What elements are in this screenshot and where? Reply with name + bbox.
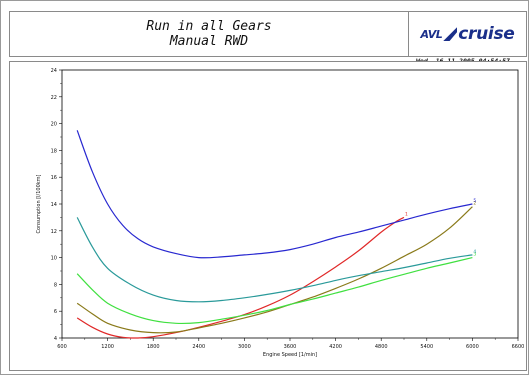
x-tick-label: 6000 (466, 344, 479, 350)
x-tick-label: 3000 (238, 344, 251, 350)
title-box: Run in all Gears Manual RWD (10, 12, 409, 56)
y-tick-label: 6 (54, 309, 57, 315)
consumption-chart: 600 1200 1800 2400 3000 3600 4200 4800 5400 6000 6… (36, 68, 525, 358)
series-line-gear-5 (76, 130, 473, 259)
x-tick-label: 4200 (329, 344, 342, 350)
x-tick-label: 5400 (420, 344, 433, 350)
x-tick-label: 2400 (192, 344, 205, 350)
x-tick-label: 4800 (375, 344, 388, 350)
series-label-gear-1: 1 (405, 211, 408, 217)
logo-mark-icon (443, 27, 458, 41)
x-tick-label: 3600 (284, 344, 297, 350)
x-tick-label: 6600 (512, 344, 525, 350)
series-label-gear-2: 2 (473, 201, 476, 207)
logo-box: AVL cruise (409, 12, 526, 56)
y-tick-label: 20 (51, 122, 57, 128)
series-label-gear-5: 5 (473, 198, 476, 204)
series-label-gear-4: 4 (473, 249, 476, 255)
avl-cruise-logo: AVL cruise (420, 24, 514, 44)
series-line-gear-2 (76, 206, 473, 334)
x-tick-label: 1200 (101, 344, 114, 350)
y-tick-label: 22 (51, 95, 57, 101)
report-header: Run in all Gears Manual RWD AVL cruise (9, 11, 527, 57)
chart-title-line1: Run in all Gears (146, 19, 272, 34)
x-axis-label: Engine Speed [1/min] (263, 352, 317, 358)
chart-title-line2: Manual RWD (169, 34, 249, 49)
logo-avl-text: AVL (420, 27, 443, 41)
chart-area: 600 1200 1800 2400 3000 3600 4200 4800 5400 6000 6… (9, 61, 527, 371)
y-tick-label: 24 (51, 68, 57, 74)
y-axis-label: Consumption [l/100km] (36, 174, 42, 233)
x-tick-label: 600 (57, 344, 67, 350)
y-tick-label: 8 (54, 282, 57, 288)
y-tick-label: 14 (51, 202, 57, 208)
y-tick-label: 18 (51, 148, 57, 154)
plot-frame (61, 69, 519, 339)
series-label-gear-3: 3 (473, 252, 476, 258)
y-tick-label: 10 (51, 256, 57, 262)
logo-cruise-text: cruise (458, 24, 515, 44)
y-tick-label: 4 (54, 336, 57, 342)
series-line-gear-3 (76, 257, 473, 325)
series-line-gear-4 (76, 217, 473, 303)
y-tick-label: 16 (51, 175, 57, 181)
x-tick-label: 1800 (147, 344, 160, 350)
y-tick-label: 12 (51, 229, 57, 235)
series-line-gear-1 (76, 216, 405, 339)
